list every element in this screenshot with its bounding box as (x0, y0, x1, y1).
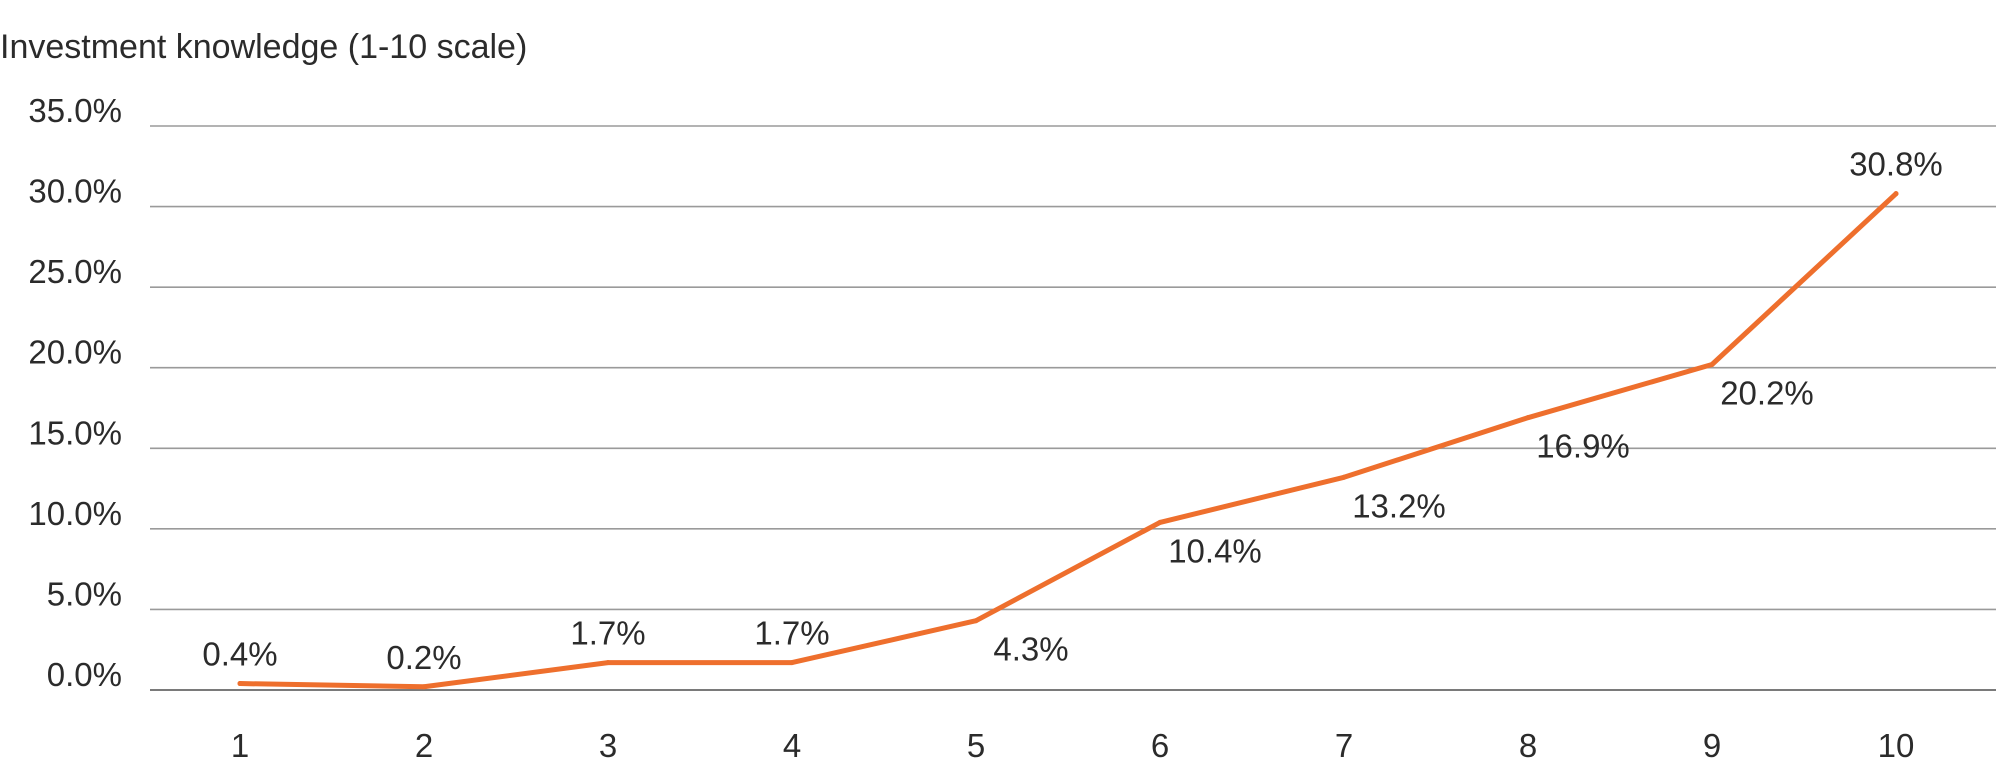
data-label: 1.7% (754, 615, 829, 652)
data-point (237, 681, 243, 687)
data-labels: 0.4% 0.2% 1.7% 1.7% 4.3% 10.4% 13.2% 16.9% 20.2%… (202, 146, 1942, 676)
x-axis-ticks: 1 2 3 4 5 6 7 8 9 10 (231, 727, 1915, 762)
x-tick-label: 8 (1519, 727, 1537, 762)
data-point (973, 618, 979, 624)
data-label: 1.7% (570, 615, 645, 652)
gridlines (150, 125, 1996, 691)
x-tick-label: 9 (1703, 727, 1721, 762)
data-point (605, 660, 611, 666)
x-tick-label: 6 (1151, 727, 1169, 762)
x-tick-label: 10 (1878, 727, 1915, 762)
series-line (237, 191, 1899, 690)
data-point (421, 684, 427, 690)
y-axis-ticks: 0.0% 5.0% 10.0% 15.0% 20.0% 25.0% 30.0% 35.0% (28, 92, 122, 693)
data-point (1157, 519, 1163, 525)
x-tick-label: 5 (967, 727, 985, 762)
y-tick-label: 35.0% (28, 92, 122, 129)
data-label: 13.2% (1352, 487, 1446, 524)
data-label: 0.4% (202, 636, 277, 673)
y-tick-label: 25.0% (28, 253, 122, 290)
data-label: 30.8% (1849, 146, 1943, 183)
y-tick-label: 0.0% (47, 656, 122, 693)
y-tick-label: 20.0% (28, 334, 122, 371)
y-axis-title: Investment knowledge (1-10 scale) (0, 28, 527, 66)
series-group (237, 191, 1899, 690)
x-tick-label: 3 (599, 727, 617, 762)
data-label: 0.2% (386, 639, 461, 676)
y-tick-label: 10.0% (28, 495, 122, 532)
y-tick-label: 15.0% (28, 414, 122, 451)
x-tick-label: 4 (783, 727, 801, 762)
y-tick-label: 5.0% (47, 575, 122, 612)
data-point (1341, 474, 1347, 480)
data-point (789, 660, 795, 666)
x-tick-label: 7 (1335, 727, 1353, 762)
data-label: 16.9% (1536, 428, 1630, 465)
data-label: 20.2% (1720, 374, 1814, 411)
x-tick-label: 2 (415, 727, 433, 762)
x-tick-label: 1 (231, 727, 249, 762)
data-label: 4.3% (993, 631, 1068, 668)
y-tick-label: 30.0% (28, 173, 122, 210)
data-label: 10.4% (1168, 532, 1262, 569)
data-point (1525, 415, 1531, 421)
data-point (1709, 361, 1715, 367)
data-point (1893, 191, 1899, 197)
